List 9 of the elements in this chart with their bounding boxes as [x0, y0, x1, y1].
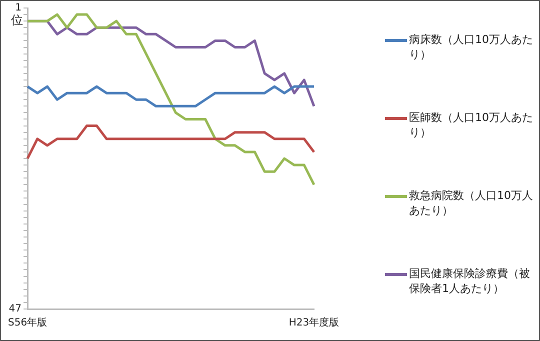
legend-label: 救急病院数（人口10万人あたり） [409, 188, 534, 218]
x-tick-label: H23年度版 [288, 316, 340, 329]
legend-label: 医師数（人口10万人あたり） [409, 110, 534, 140]
y-tick-label: 47 [8, 304, 22, 315]
y-axis-title: 位 [10, 13, 23, 28]
legend-label: 病床数（人口10万人あたり） [409, 32, 534, 62]
x-tick-label: S56年版 [8, 316, 48, 329]
y-tick-label: 1 [15, 2, 22, 14]
legend-label: 国民健康保険診療費（被保険者1人あたり） [409, 266, 531, 296]
